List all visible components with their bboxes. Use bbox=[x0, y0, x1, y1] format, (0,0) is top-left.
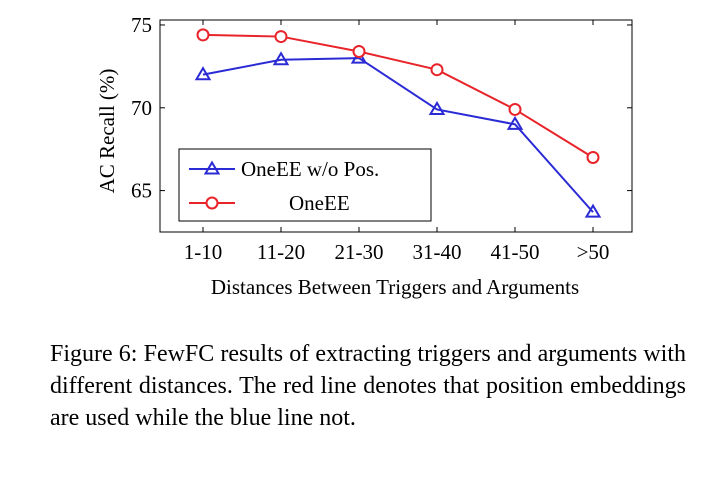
y-tick-label: 70 bbox=[131, 96, 152, 120]
data-point-marker bbox=[428, 100, 446, 115]
x-tick-label: 21-30 bbox=[335, 240, 384, 264]
x-axis-ticks: 1-10 11-20 21-30 31-40 41-50 >50 bbox=[184, 20, 610, 264]
x-axis-title: Distances Between Triggers and Arguments bbox=[211, 275, 579, 299]
line-chart: 65 70 75 1-10 11-20 21-30 31-40 41-50 >50 AC Re… bbox=[95, 13, 633, 299]
legend: OneEE w/o Pos. OneEE bbox=[178, 148, 432, 222]
y-tick-label: 65 bbox=[131, 179, 152, 203]
plot-area bbox=[159, 19, 633, 233]
data-point-marker bbox=[586, 150, 600, 164]
legend-label: OneEE w/o Pos. bbox=[241, 157, 379, 181]
x-tick-label: 41-50 bbox=[491, 240, 540, 264]
data-point-marker bbox=[272, 51, 290, 66]
series-1 bbox=[196, 28, 600, 164]
x-tick-label: 11-20 bbox=[257, 240, 305, 264]
figure-caption: Figure 6: FewFC results of extracting tr… bbox=[50, 341, 686, 431]
y-axis-ticks: 65 70 75 bbox=[131, 13, 632, 203]
legend-label: OneEE bbox=[289, 191, 350, 215]
legend-box bbox=[178, 148, 432, 222]
data-point-marker bbox=[506, 115, 524, 130]
series-0 bbox=[194, 49, 602, 218]
series-line bbox=[202, 57, 594, 213]
x-tick-label: 31-40 bbox=[413, 240, 462, 264]
series-layer bbox=[194, 28, 602, 218]
plot-frame bbox=[159, 19, 633, 233]
data-point-marker bbox=[274, 30, 288, 44]
series-line bbox=[202, 33, 594, 159]
legend-marker bbox=[203, 160, 221, 175]
data-point-marker bbox=[350, 49, 368, 64]
data-point-marker bbox=[430, 63, 444, 77]
y-axis-title: AC Recall (%) bbox=[95, 69, 119, 194]
data-point-marker bbox=[194, 66, 212, 81]
data-point-marker bbox=[584, 203, 602, 218]
x-tick-label: 1-10 bbox=[184, 240, 223, 264]
data-point-marker bbox=[196, 28, 210, 42]
y-tick-label: 75 bbox=[131, 13, 152, 37]
x-tick-label: >50 bbox=[577, 240, 610, 264]
data-point-marker bbox=[508, 102, 522, 116]
data-point-marker bbox=[352, 44, 366, 58]
legend-marker bbox=[205, 196, 219, 210]
